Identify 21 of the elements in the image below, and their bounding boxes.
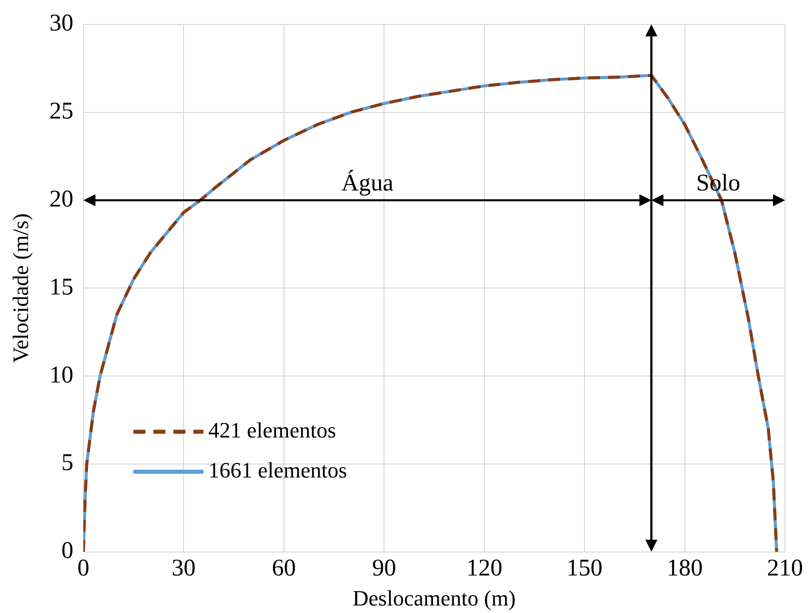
x-tick-label: 60 bbox=[272, 555, 296, 582]
y-tick-label: 0 bbox=[61, 538, 74, 564]
line-series bbox=[83, 74, 778, 552]
y-tick-label: 10 bbox=[49, 362, 74, 388]
legend-label: 421 elementos bbox=[208, 418, 336, 443]
x-tick-label: 180 bbox=[666, 555, 703, 582]
y-tick-label: 15 bbox=[49, 274, 74, 300]
legend-label: 1661 elementos bbox=[208, 458, 348, 483]
y-tick-label: 25 bbox=[49, 98, 74, 125]
x-tick-label: 210 bbox=[767, 555, 803, 582]
x-tick-label: 30 bbox=[172, 555, 196, 582]
x-tick-label: 90 bbox=[372, 555, 396, 582]
y-tick-label: 20 bbox=[49, 186, 74, 212]
y-axis-title: Velocidade (m/s) bbox=[8, 213, 33, 363]
y-tick-label: 30 bbox=[49, 10, 74, 37]
annotation: Água bbox=[341, 169, 394, 196]
x-axis-title: Deslocamento (m) bbox=[352, 586, 516, 611]
y-tick-label: 5 bbox=[61, 450, 74, 476]
x-tick-label: 120 bbox=[466, 555, 502, 582]
x-tick-label: 150 bbox=[566, 555, 603, 582]
x-tick-label: 0 bbox=[77, 555, 90, 582]
